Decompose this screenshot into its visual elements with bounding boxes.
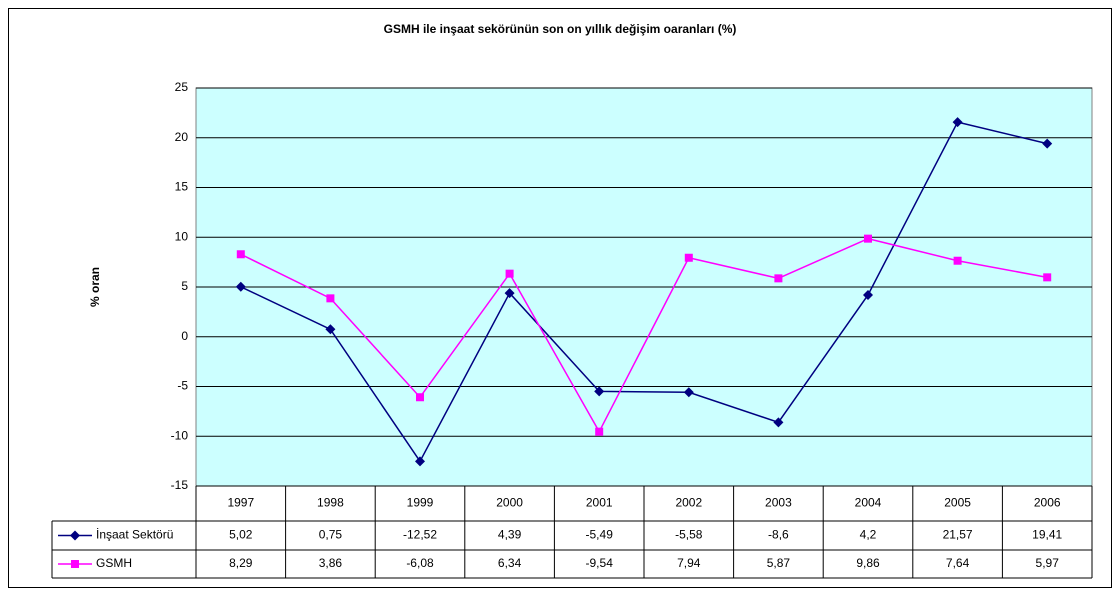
y-tick-label: 0 — [181, 329, 188, 343]
data-point — [773, 417, 784, 428]
data-point — [952, 117, 963, 128]
table-value: -8,6 — [768, 528, 789, 542]
data-point — [594, 386, 605, 397]
y-tick-label: 15 — [175, 180, 189, 194]
table-value: 4,39 — [498, 528, 522, 542]
x-tick-label: 1997 — [227, 496, 254, 510]
y-tick-label: -5 — [177, 379, 188, 393]
y-tick-label: 10 — [175, 229, 189, 243]
x-tick-label: 2003 — [765, 496, 792, 510]
data-point — [684, 253, 693, 262]
table-value: 7,94 — [677, 556, 701, 570]
data-point — [595, 427, 604, 436]
data-point — [236, 250, 245, 259]
x-tick-label: 1999 — [407, 496, 434, 510]
legend-label: GSMH — [96, 556, 132, 570]
y-tick-label: 5 — [181, 279, 188, 293]
data-point — [505, 269, 514, 278]
table-value: -5,49 — [586, 528, 614, 542]
y-tick-label: 25 — [175, 80, 189, 94]
y-tick-label: -10 — [171, 428, 189, 442]
table-value: -6,08 — [406, 556, 434, 570]
series-line — [240, 121, 1048, 463]
data-point — [953, 256, 962, 265]
table-value: -5,58 — [675, 528, 703, 542]
x-tick-label: 2002 — [675, 496, 702, 510]
chart-title: GSMH ile inşaat sekörünün son on yıllık … — [384, 22, 737, 36]
data-point — [863, 289, 873, 300]
y-tick-label: 20 — [175, 130, 189, 144]
data-point — [504, 288, 515, 299]
data-point — [416, 393, 424, 402]
legend-label: İnşaat Sektörü — [96, 528, 173, 542]
table-value: 6,34 — [498, 556, 522, 570]
x-tick-label: 2006 — [1034, 496, 1061, 510]
table-value: 4,2 — [860, 528, 877, 542]
x-tick-label: 2005 — [944, 496, 971, 510]
table-value: 5,97 — [1036, 556, 1060, 570]
table-value: 5,87 — [767, 556, 791, 570]
data-point — [325, 324, 336, 335]
data-point — [864, 234, 872, 243]
table-value: 3,86 — [319, 556, 343, 570]
data-point — [415, 456, 425, 467]
data-point — [326, 294, 335, 303]
y-axis-label: % oran — [88, 267, 102, 307]
table-value: 8,29 — [229, 556, 253, 570]
data-point — [1043, 273, 1052, 282]
table-value: 9,86 — [856, 556, 880, 570]
x-tick-label: 2004 — [855, 496, 882, 510]
table-value: 5,02 — [229, 528, 253, 542]
data-point — [683, 387, 694, 398]
legend-marker — [71, 560, 79, 568]
series-line — [240, 237, 1048, 434]
x-tick-label: 2001 — [586, 496, 613, 510]
table-value: 19,41 — [1032, 528, 1062, 542]
x-tick-label: 1998 — [317, 496, 344, 510]
y-tick-label: -15 — [171, 478, 189, 492]
data-point — [1042, 138, 1053, 149]
data-point — [774, 274, 783, 283]
table-value: -12,52 — [403, 528, 437, 542]
table-value: 7,64 — [946, 556, 970, 570]
x-tick-label: 2000 — [496, 496, 523, 510]
table-value: 0,75 — [319, 528, 343, 542]
table-value: -9,54 — [586, 556, 614, 570]
data-point — [235, 281, 246, 292]
table-value: 21,57 — [943, 528, 973, 542]
legend-marker — [70, 530, 80, 541]
